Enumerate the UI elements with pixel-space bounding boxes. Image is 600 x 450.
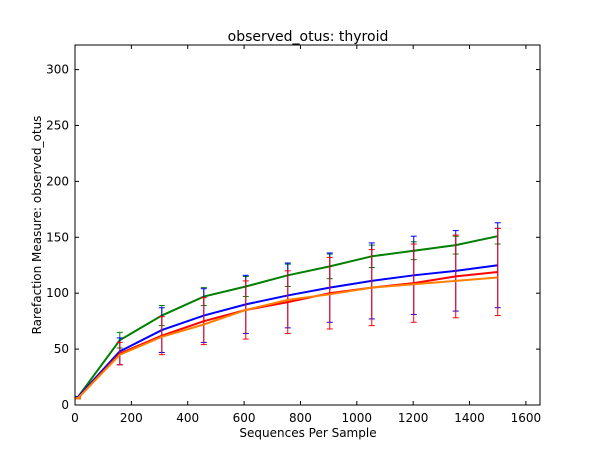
x-tick-label: 1400 (454, 411, 485, 425)
x-tick-label: 0 (71, 411, 79, 425)
plot-frame (74, 44, 541, 406)
series-line (77, 276, 498, 399)
y-axis-label: Rarefaction Measure: observed_otus (30, 116, 44, 335)
y-tick-label: 150 (46, 230, 69, 244)
x-tick-label: 600 (233, 411, 256, 425)
x-tick-label: 1000 (342, 411, 373, 425)
y-tick-label: 200 (46, 174, 69, 188)
x-axis-label: Sequences Per Sample (239, 426, 376, 440)
y-tick-label: 250 (46, 118, 69, 132)
y-tick-label: 300 (46, 63, 69, 77)
x-tick-label: 400 (176, 411, 199, 425)
x-tick-label: 1200 (398, 411, 429, 425)
axis-ticks: 0 200 400 600 800 1000 1200 1400 1600 0 50 100 150 20… (46, 45, 541, 425)
x-tick-label: 1600 (511, 411, 542, 425)
series-line (77, 270, 498, 399)
x-tick-label: 200 (120, 411, 143, 425)
plot-series (74, 222, 501, 400)
y-tick-label: 50 (54, 342, 69, 356)
chart-title: observed_otus: thyroid (228, 29, 389, 45)
y-tick-label: 100 (46, 286, 69, 300)
series-3 (74, 276, 498, 400)
x-tick-label: 800 (289, 411, 312, 425)
y-tick-label: 0 (61, 398, 69, 412)
